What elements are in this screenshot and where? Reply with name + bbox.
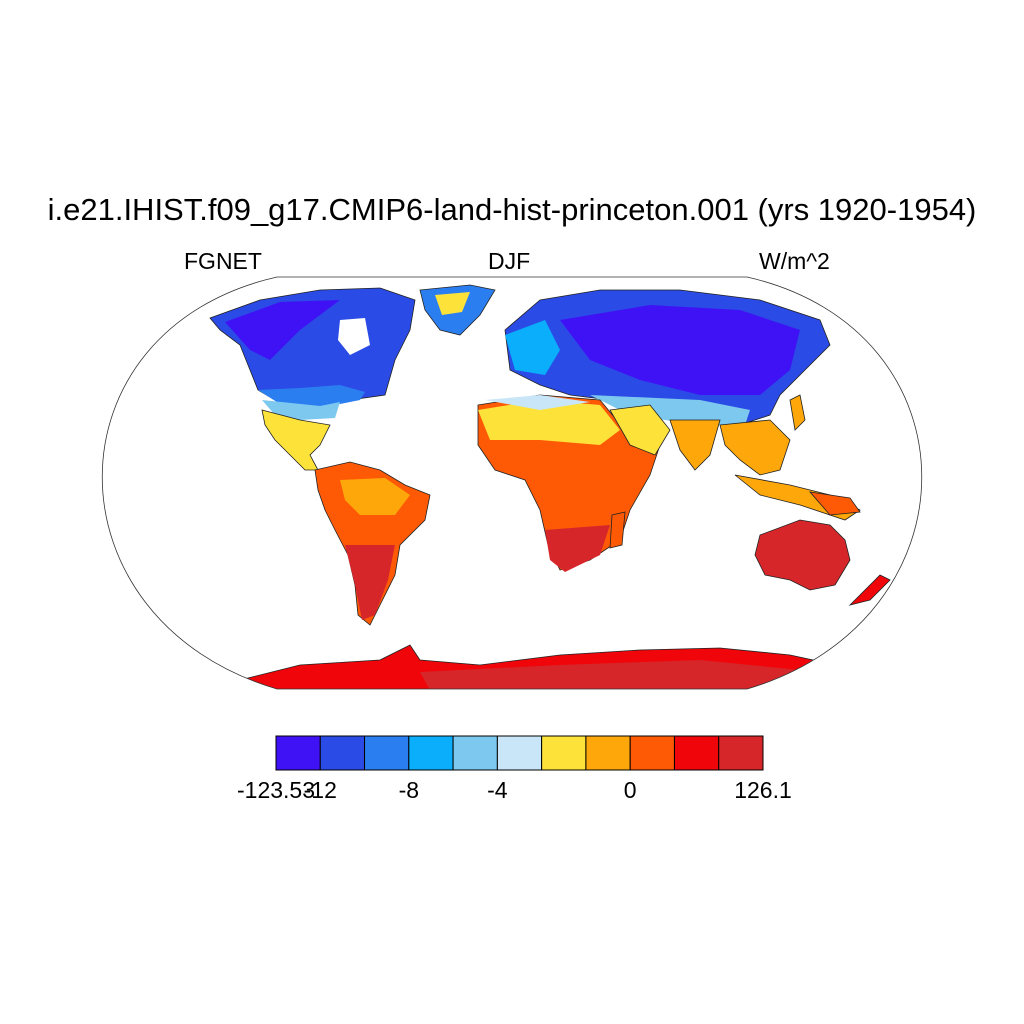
colorbar-box [673, 735, 720, 771]
japan [789, 394, 806, 431]
colorbar-box [408, 735, 454, 771]
colorbar-box [718, 735, 764, 771]
south-america-south [345, 545, 395, 620]
season-label: DJF [488, 248, 531, 274]
australia [754, 519, 851, 591]
sahara [478, 400, 620, 445]
arabia [609, 404, 671, 456]
north-america-mid [258, 385, 365, 408]
siberia [560, 305, 800, 395]
europe [505, 320, 560, 375]
colorbar-tick-label: -12 [303, 777, 337, 803]
colorbar-tick-label: -8 [398, 777, 420, 803]
colorbar-box [496, 735, 543, 771]
greenland-interior [435, 292, 470, 315]
colorbar-box [364, 735, 410, 771]
variable-label: FGNET [184, 248, 262, 274]
colorbar-box [319, 735, 366, 771]
plot-title: i.e21.IHIST.f09_g17.CMIP6-land-hist-prin… [47, 192, 977, 227]
colorbar-box [629, 735, 675, 771]
colorbar-tick-label: 126.1 [734, 777, 792, 803]
se-asia [719, 419, 791, 476]
north-africa-coast [485, 395, 590, 410]
antarctica-inner [420, 660, 820, 689]
colorbar-box [585, 735, 631, 771]
new-guinea [808, 491, 861, 516]
colorbar-box [452, 735, 498, 771]
central-asia [590, 395, 750, 425]
colorbar-box [541, 735, 587, 771]
madagascar [609, 511, 626, 549]
amazon [340, 478, 410, 515]
new-zealand [848, 574, 891, 606]
colorbar-tick-label: 0 [623, 777, 637, 803]
north-america-deep [225, 300, 340, 360]
colorbar-box [275, 735, 321, 771]
colorbar-tick-label: -123.53 [236, 777, 316, 803]
map-boundary [101, 276, 923, 690]
hudson-bay [338, 318, 370, 355]
southern-africa [545, 525, 610, 572]
india [669, 419, 721, 471]
colorbar-tick-label: -4 [487, 777, 508, 803]
units-label: W/m^2 [759, 248, 830, 274]
